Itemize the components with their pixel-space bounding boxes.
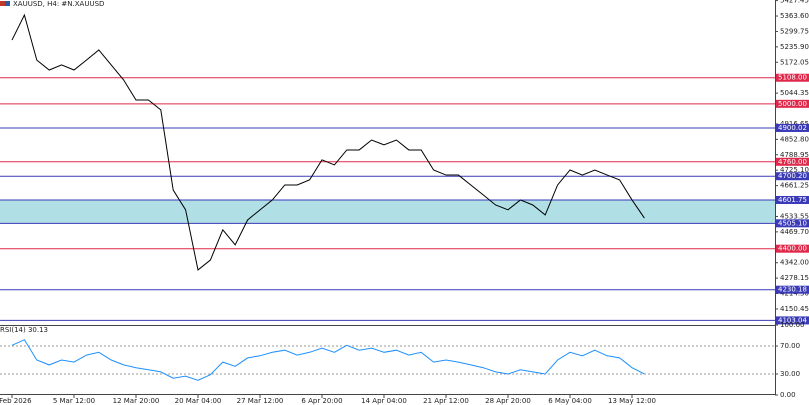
x-tick-label: 14 Apr 04:00 (361, 397, 407, 405)
x-tick-label: 27 Mar 12:00 (237, 397, 284, 405)
level-box (776, 244, 809, 253)
y-tick-label: 4788.95 (780, 151, 809, 159)
chart-title: XAUUSD, H4: #N.XAUUSD (13, 0, 104, 8)
y-tick-label: 70.00 (780, 342, 800, 350)
price-line (11, 13, 645, 271)
level-box (776, 172, 809, 181)
price-line (11, 339, 645, 381)
level-label: 5000.00 (778, 100, 807, 108)
level-label: 5108.00 (778, 74, 807, 82)
level-label: 4103.04 (778, 316, 807, 324)
y-tick-label: 0.00 (780, 391, 796, 399)
x-tick-label: 6 May 04:00 (548, 397, 592, 405)
y-tick-label: 5172.05 (780, 58, 809, 66)
y-tick-label: 5044.35 (780, 89, 809, 97)
y-tick-label: 100.00 (780, 321, 805, 329)
y-tick-label: 4469.70 (780, 228, 809, 236)
y-tick-label: 4533.55 (780, 212, 809, 220)
y-tick-label: 4342.00 (780, 259, 809, 267)
level-box (776, 123, 809, 132)
level-box (776, 219, 809, 228)
level-box (776, 316, 809, 325)
x-tick-label: 12 Mar 20:00 (113, 397, 160, 405)
level-box (776, 99, 809, 108)
level-label: 4400.00 (778, 245, 807, 253)
level-label: 4230.18 (778, 286, 807, 294)
x-tick-label: 13 May 12:00 (608, 397, 656, 405)
x-tick-label: 6 Feb 2026 (0, 397, 32, 405)
y-tick-label: 5363.60 (780, 12, 809, 20)
y-tick-label: 4278.15 (780, 274, 809, 282)
zone (0, 199, 775, 224)
level-box (776, 157, 809, 166)
x-tick-label: 5 Mar 12:00 (53, 397, 95, 405)
y-tick-label: 5427.45 (780, 0, 809, 5)
y-tick-label: 4150.45 (780, 305, 809, 313)
symbol-icon (5, 1, 10, 6)
y-tick-label: 5235.90 (780, 43, 809, 51)
x-tick-label: 20 Mar 04:00 (175, 397, 222, 405)
y-tick-label: 4916.65 (780, 120, 809, 128)
level-label: 4900.02 (778, 124, 807, 132)
level-label: 4505.10 (778, 219, 807, 227)
level-box (776, 73, 809, 82)
y-tick-label: 4661.25 (780, 182, 809, 190)
x-tick-label: 21 Apr 12:00 (423, 397, 469, 405)
rsi-title: RSI(14) 30.13 (0, 326, 48, 334)
y-tick-label: 30.00 (780, 370, 800, 378)
level-label: 4760.00 (778, 158, 807, 166)
level-box (776, 285, 809, 294)
symbol-icon (0, 1, 5, 6)
x-tick-label: 28 Apr 20:00 (485, 397, 531, 405)
level-box (776, 195, 809, 204)
level-label: 4601.75 (778, 196, 807, 204)
y-tick-label: 4725.10 (780, 166, 809, 174)
level-label: 4700.20 (778, 172, 807, 180)
y-tick-label: 5299.75 (780, 27, 809, 35)
x-tick-label: 6 Apr 20:00 (301, 397, 342, 405)
y-tick-label: 4852.80 (780, 135, 809, 143)
